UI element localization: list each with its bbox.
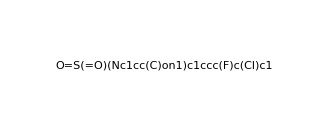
Text: O=S(=O)(Nc1cc(C)on1)c1ccc(F)c(Cl)c1: O=S(=O)(Nc1cc(C)on1)c1ccc(F)c(Cl)c1 xyxy=(55,61,273,70)
